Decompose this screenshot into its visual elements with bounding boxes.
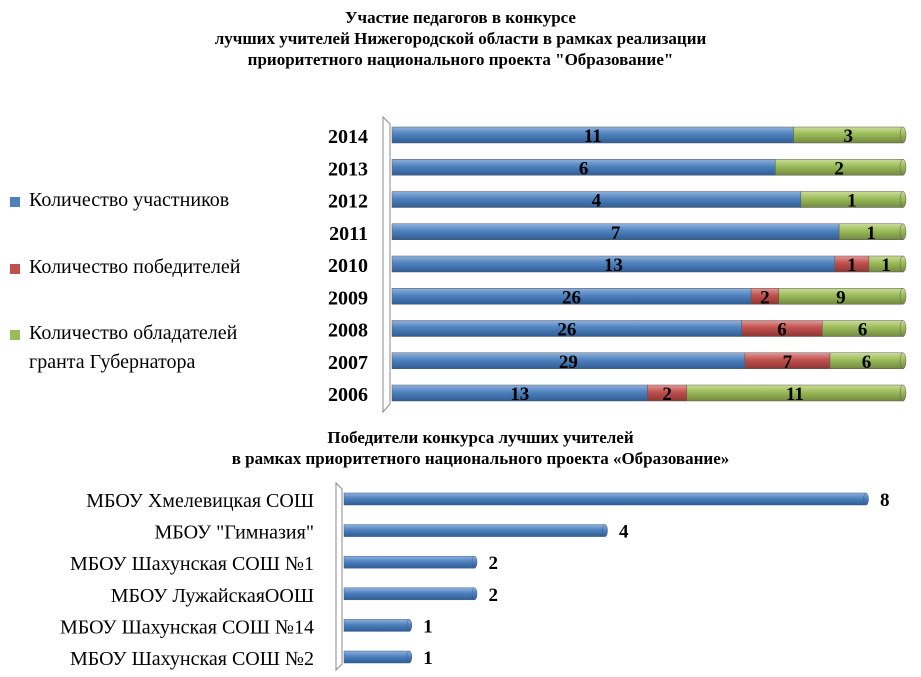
chart1-data-label: 2 [662,384,672,405]
chart1-category-label: 2006 [328,384,368,406]
chart2-bar-cap [406,619,412,632]
chart1-data-label: 11 [584,126,602,147]
chart2-bar [343,524,606,537]
chart2-category-label: МБОУ Шахунская СОШ №1 [70,553,314,575]
chart2-data-label: 2 [489,585,499,606]
chart1-category-label: 2014 [328,126,368,148]
chart1-category-label: 2012 [328,191,368,213]
chart2-data-label: 1 [423,648,433,669]
chart2-title-line: в рамках приоритетного национального про… [231,449,730,468]
legend-label-winners: Количество победителей [29,256,241,278]
legend-item-winners: Количество победителей [10,253,240,282]
chart1-category-label: 2007 [328,352,368,374]
chart2-category-label: МБОУ ЛужайскаяООШ [111,585,314,607]
chart1-bar-cap [899,126,907,144]
chart2-title-line: Победители конкурса лучших учителей [327,428,634,447]
chart1-data-label: 7 [611,223,621,244]
chart1-title-line: Участие педагогов в конкурсе [345,8,576,27]
chart1-category-label: 2010 [328,255,368,277]
chart1-category-label: 2008 [328,320,368,342]
chart2-data-label: 8 [880,490,890,511]
legend-label-grant-line2: гранта Губернатора [29,351,196,373]
legend-item-grant: Количество обладателей гранта Губернатор… [10,319,237,377]
chart2-bar [343,555,475,569]
chart1-title: Участие педагогов в конкурсе лучших учит… [0,7,921,70]
chart1-category-label: 2009 [328,287,368,309]
chart1-data-label: 2 [834,158,844,179]
chart2-category-label: МБОУ "Гимназия" [155,522,314,544]
chart2-bar [343,492,867,506]
chart1-data-label: 1 [847,191,857,212]
legend-label-grant: Количество обладателей [29,322,238,344]
chart1-title-line: приоритетного национального проекта "Обр… [247,50,674,69]
chart2-title: Победители конкурса лучших учителей в ра… [20,427,921,469]
chart2-data-label: 2 [489,553,499,574]
chart1-data-label: 6 [777,320,787,341]
chart1-data-label: 13 [510,384,529,405]
chart1-bar-cap [899,320,907,337]
chart1-bar-cap [899,191,907,208]
chart2-bar-cap [863,492,869,506]
chart2-plot: 8 МБОУ Хмелевицкая СОШ 4 МБОУ "Гимназия" 2 МБ… [60,481,890,672]
chart2-bar-cap [602,524,608,537]
chart2-category-label: МБОУ Шахунская СОШ №14 [60,616,314,638]
chart2-bar-cap [471,587,478,601]
chart2-bar-cap [471,555,478,569]
chart1-data-label: 26 [562,287,581,308]
chart2-bar [343,650,410,664]
chart1-data-label: 4 [592,191,602,212]
chart1-data-label: 1 [866,223,876,244]
chart2-bar [343,587,475,601]
legend-swatch-participants [10,197,20,207]
chart1-data-label: 1 [847,255,857,276]
chart2-data-label: 4 [619,522,629,543]
chart2-category-label: МБОУ Шахунская СОШ №2 [70,648,314,670]
chart2-axis-wall [335,481,343,672]
chart1-data-label: 2 [760,287,770,308]
chart2-bar [343,619,410,632]
legend-swatch-winners [10,264,20,274]
chart1-title-line: лучших учителей Нижегородской области в … [214,29,707,48]
chart1-category-label: 2013 [328,158,368,180]
chart2-category-label: МБОУ Хмелевицкая СОШ [86,490,314,512]
chart1-data-label: 29 [559,352,578,373]
chart2-data-label: 1 [423,616,433,637]
chart1-data-label: 9 [836,287,846,308]
chart1-data-label: 6 [858,320,868,341]
chart1-bar-cap [899,352,907,369]
chart1-bar-cap [899,384,907,402]
chart1-data-label: 13 [604,255,623,276]
chart2-bar-cap [406,650,412,664]
chart1-data-label: 6 [579,158,589,179]
chart1-bar-cap [899,255,907,273]
chart1-bar-cap [899,159,907,176]
chart1-data-label: 6 [862,352,872,373]
chart1-category-label: 2011 [329,223,368,245]
chart1-data-label: 11 [786,384,804,405]
legend-item-participants: Количество участников [10,186,229,215]
chart1-data-label: 3 [844,126,854,147]
legend-label-participants: Количество участников [29,189,230,211]
chart1-bar-cap [899,223,907,240]
legend-swatch-grant [10,330,20,340]
chart1-bar-cap [899,288,907,305]
chart1-data-label: 1 [881,255,891,276]
chart1-axis-wall [382,115,391,414]
chart1-data-label: 26 [557,320,576,341]
chart1-data-label: 7 [783,352,793,373]
